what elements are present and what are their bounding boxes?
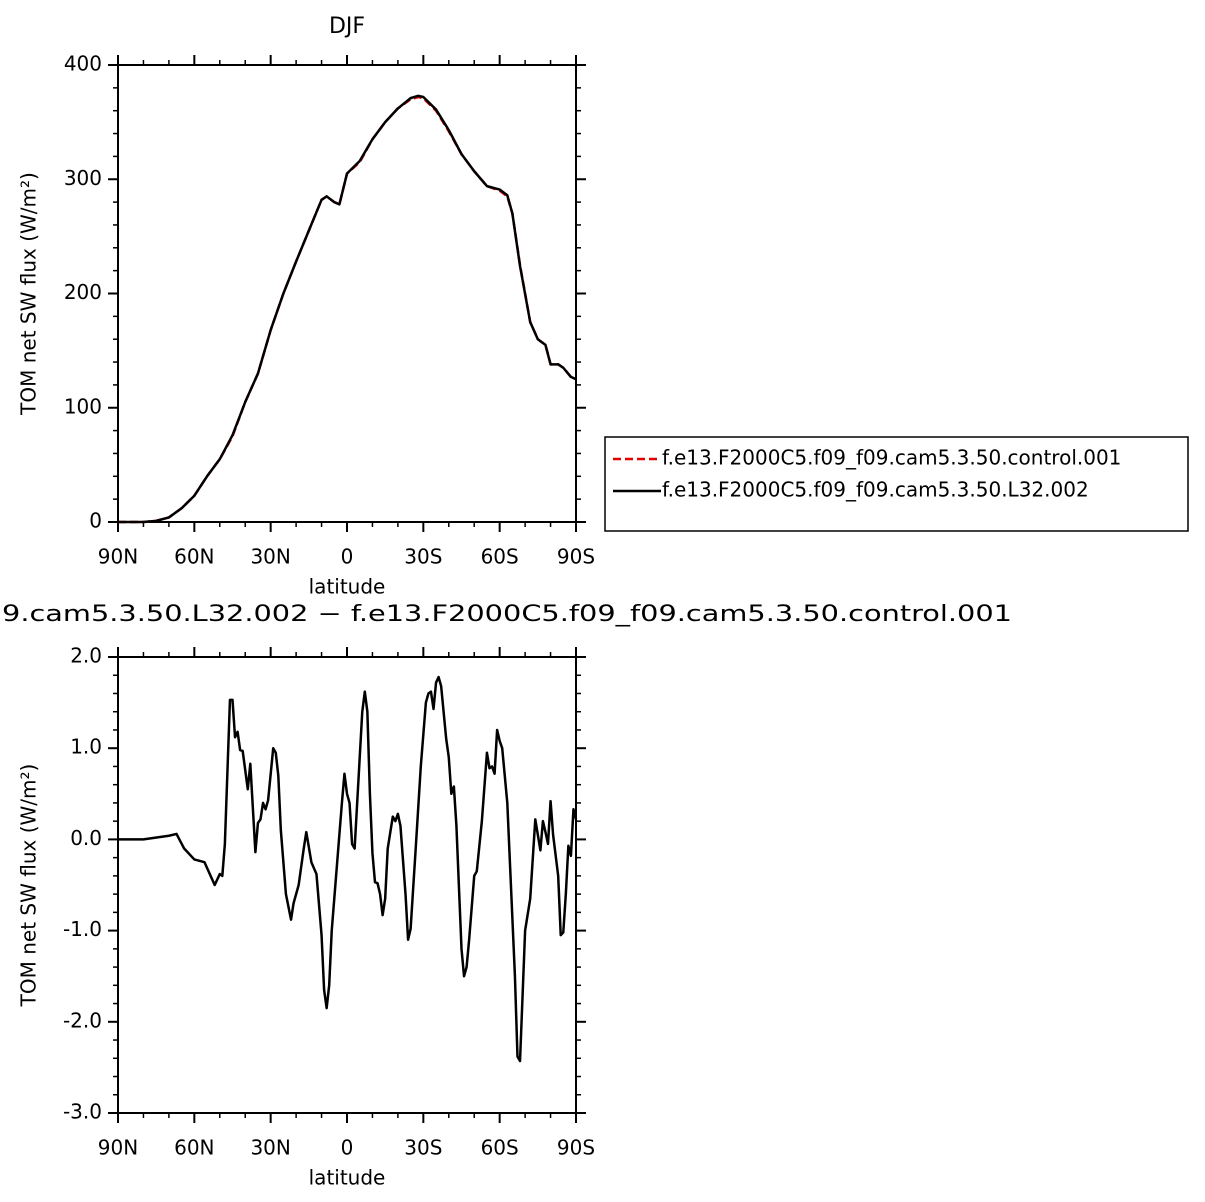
x-tick-label: 60S	[481, 1136, 519, 1160]
chart-title: 9.cam5.3.50.L32.002 − f.e13.F2000C5.f09_…	[2, 602, 1012, 627]
y-tick-label: 0	[89, 509, 102, 533]
y-tick-label: 400	[64, 52, 102, 76]
x-tick-label: 30N	[250, 1136, 290, 1160]
x-tick-label: 60S	[481, 545, 519, 569]
series-line	[118, 94, 577, 524]
plot-frame	[117, 656, 577, 1114]
y-tick-label: -2.0	[63, 1008, 102, 1032]
series-line	[118, 95, 577, 524]
x-tick-label: 90S	[557, 1136, 595, 1160]
legend-label: f.e13.F2000C5.f09_f09.cam5.3.50.control.…	[662, 446, 1121, 470]
x-tick-label: 30S	[404, 1136, 442, 1160]
y-axis-label: TOM net SW flux (W/m²)	[17, 172, 41, 416]
y-tick-label: 0.0	[70, 826, 102, 850]
y-tick-label: -3.0	[63, 1100, 102, 1124]
x-tick-label: 90N	[98, 545, 138, 569]
y-tick-label: 2.0	[70, 644, 102, 668]
y-axis-label: TOM net SW flux (W/m²)	[17, 764, 41, 1008]
y-tick-label: 300	[64, 166, 102, 190]
x-tick-label: 30N	[250, 545, 290, 569]
x-tick-label: 60N	[174, 1136, 214, 1160]
y-tick-label: -1.0	[63, 917, 102, 941]
series-line	[118, 675, 578, 1063]
y-tick-label: 200	[64, 280, 102, 304]
y-tick-label: 1.0	[70, 735, 102, 759]
x-tick-label: 90S	[557, 545, 595, 569]
x-axis-label: latitude	[309, 1166, 386, 1190]
x-tick-label: 0	[341, 545, 354, 569]
x-tick-label: 90N	[98, 1136, 138, 1160]
y-tick-label: 100	[64, 394, 102, 418]
x-axis-label: latitude	[309, 575, 386, 599]
chart-title: DJF	[329, 14, 365, 39]
plot-frame	[117, 64, 577, 523]
legend-label: f.e13.F2000C5.f09_f09.cam5.3.50.L32.002	[662, 478, 1089, 502]
legend-box	[604, 436, 1189, 532]
x-tick-label: 60N	[174, 545, 214, 569]
x-tick-label: 30S	[404, 545, 442, 569]
x-tick-label: 0	[341, 1136, 354, 1160]
